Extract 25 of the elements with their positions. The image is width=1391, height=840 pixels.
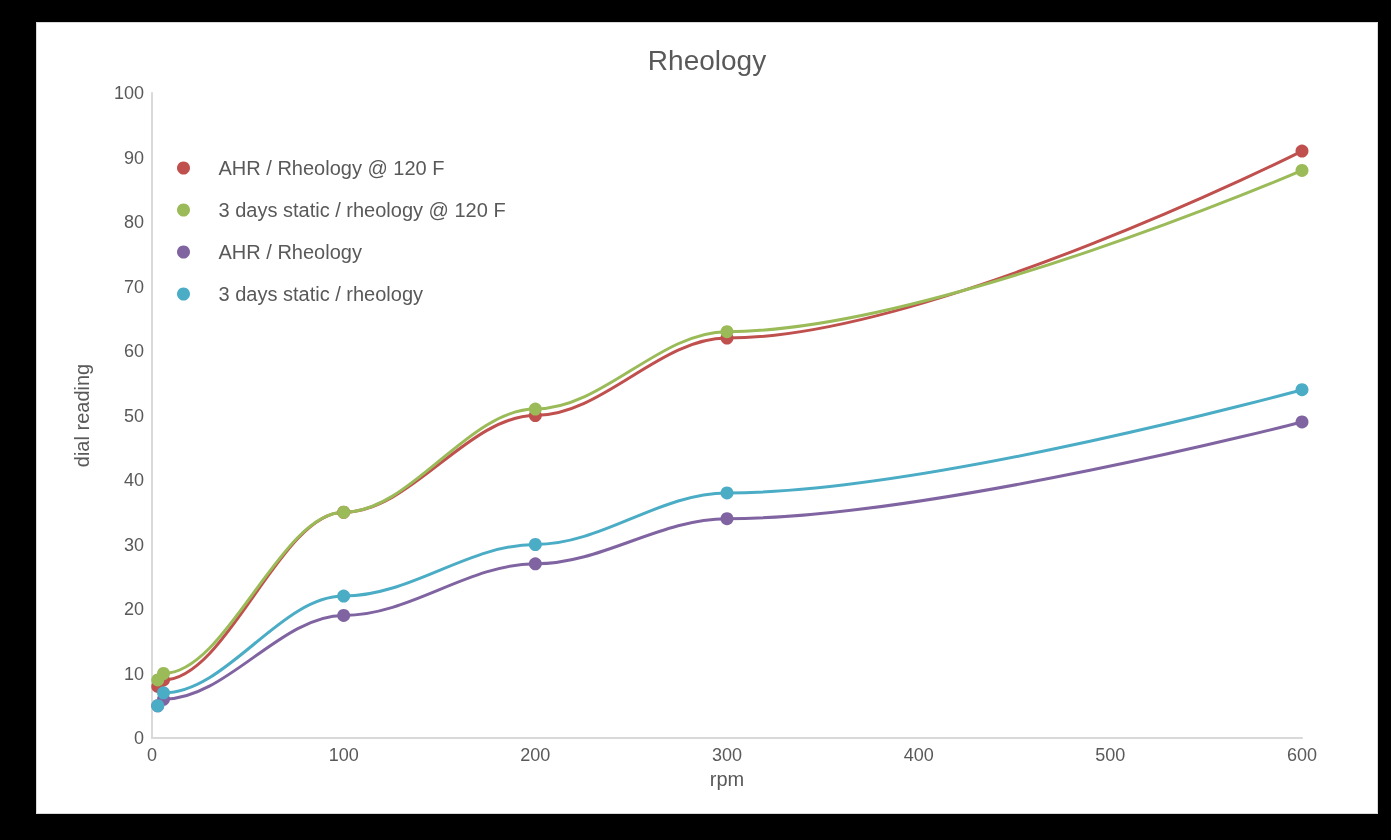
x-tick-label: 600 (1286, 745, 1318, 765)
x-axis-title: rpm (709, 767, 745, 790)
y-tick-label: 0 (133, 728, 144, 748)
y-tick-label: 30 (123, 534, 144, 555)
y-tick-label: 40 (123, 470, 144, 490)
chart-title: Rheology (647, 44, 767, 76)
x-tick-label: 300 (711, 745, 743, 765)
y-tick-label: 90 (123, 147, 144, 168)
y-tick-label: 20 (123, 599, 144, 619)
x-tick-label: 100 (328, 745, 359, 765)
x-tick-label: 500 (1095, 745, 1126, 765)
x-tick-label: 0 (146, 745, 158, 765)
y-tick-label: 10 (123, 663, 144, 684)
y-tick-label: 80 (123, 212, 144, 232)
legend-label: 3 days static / rheology @ 120 F (218, 199, 506, 221)
y-tick-label: 50 (123, 405, 144, 426)
legend-label: AHR / Rheology @ 120 F (218, 157, 445, 179)
legend-label: 3 days static / rheology (218, 283, 424, 305)
x-tick-label: 200 (520, 745, 551, 765)
y-tick-label: 60 (123, 341, 144, 361)
y-tick-label: 70 (123, 276, 144, 297)
x-tick-label: 400 (903, 745, 934, 765)
legend-label: AHR / Rheology (218, 241, 362, 263)
y-axis-title: dial reading (71, 363, 93, 468)
y-tick-label: 100 (113, 83, 144, 103)
